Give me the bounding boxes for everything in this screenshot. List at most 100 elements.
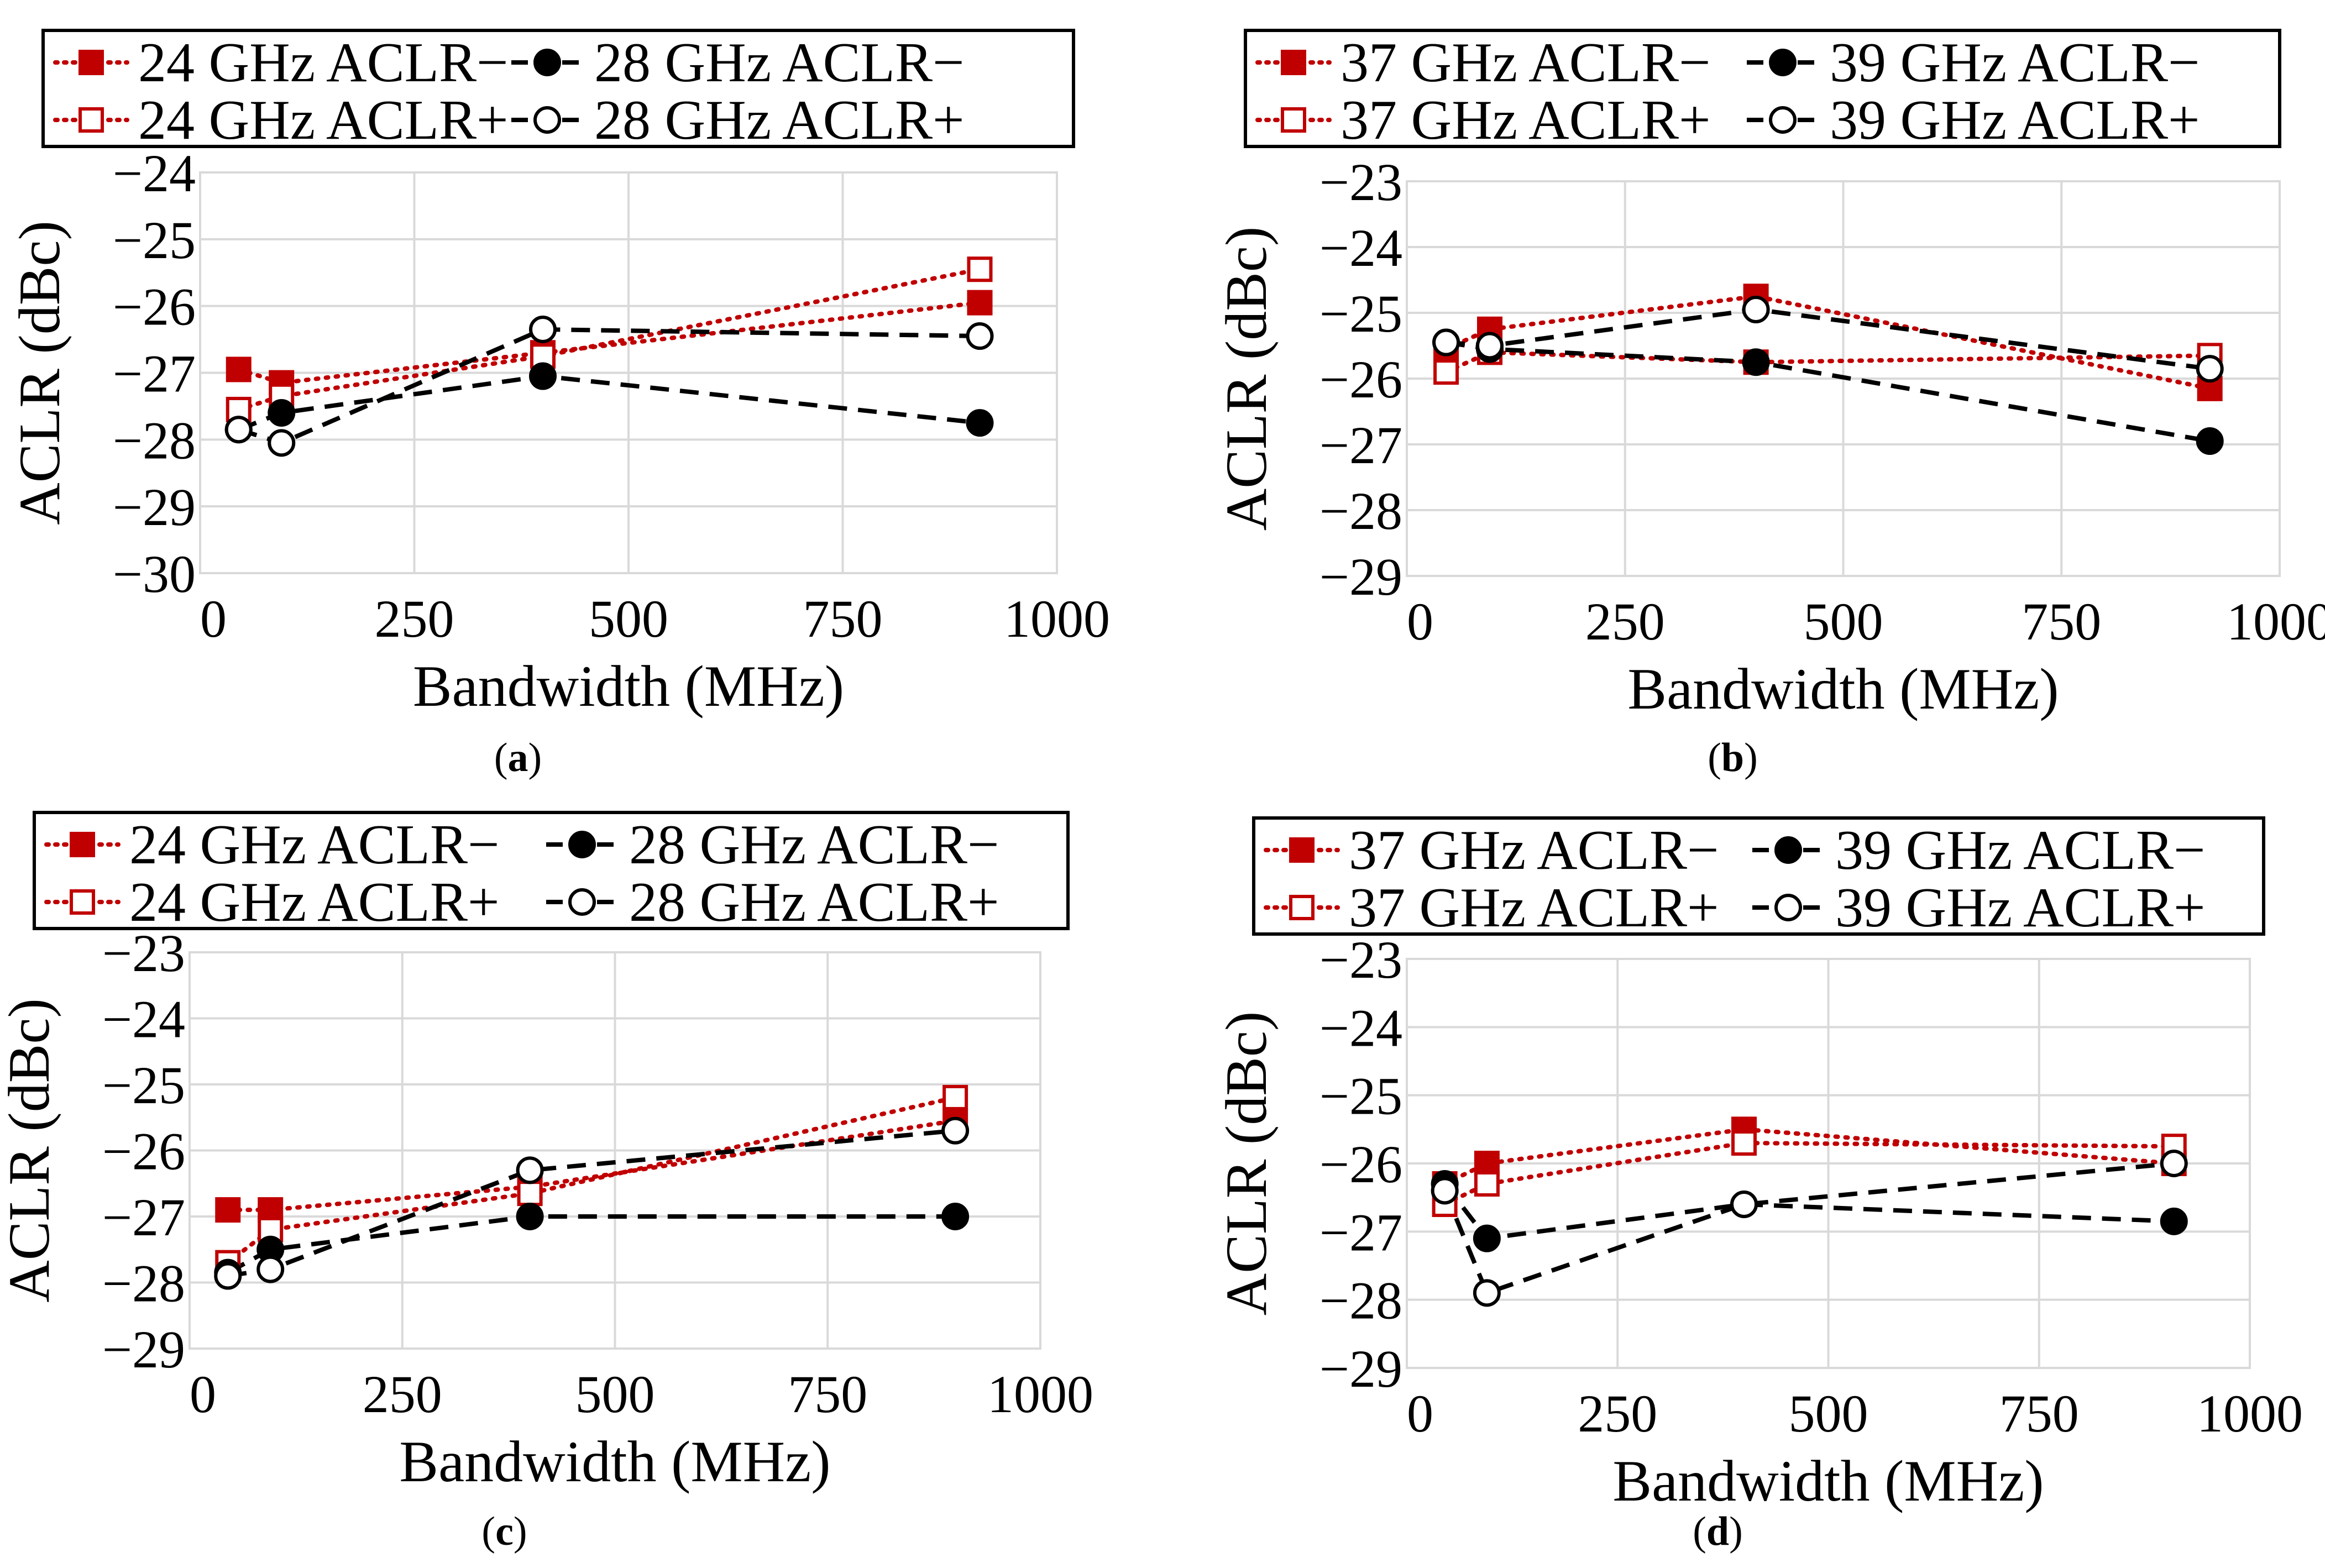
data-point (1474, 1151, 1500, 1176)
series-line-1 (226, 1118, 958, 1213)
data-point (1731, 1130, 1757, 1156)
data-point (2160, 1150, 2188, 1177)
y-tick-label: −25 (1319, 1067, 1402, 1126)
legend-item: 37 GHz ACLR+ (1255, 89, 1711, 151)
legend-item: 24 GHz ACLR− (53, 32, 509, 94)
y-axis-label: ACLR (dBc) (0, 998, 61, 1303)
data-point (214, 1262, 242, 1290)
series-line-3 (227, 1214, 956, 1275)
data-point (226, 356, 252, 382)
legend-label: 28 GHz ACLR+ (629, 871, 999, 934)
y-tick-label: −26 (102, 1122, 185, 1181)
legend-item: 39 GHz ACLR− (1752, 819, 2206, 882)
data-point (2196, 355, 2224, 383)
y-tick-label: −26 (1319, 350, 1402, 409)
legend-label: 37 GHz ACLR− (1340, 32, 1711, 94)
legend-label: 28 GHz ACLR− (594, 32, 965, 94)
legend-item: 28 GHz ACLR− (511, 32, 965, 94)
y-tick-label: −23 (1319, 153, 1402, 212)
panel-caption: (b) (1708, 735, 1757, 780)
data-point (1473, 1224, 1501, 1252)
y-tick-label: −27 (102, 1188, 185, 1247)
legend-item: 37 GHz ACLR− (1255, 32, 1711, 94)
panel-caption: (a) (494, 735, 542, 780)
series-line-4 (227, 1128, 956, 1278)
y-tick-label: −29 (1319, 547, 1402, 606)
legend-label: 39 GHz ACLR+ (1835, 877, 2206, 939)
y-tick-label: −24 (1319, 218, 1402, 277)
legend-box (1252, 816, 2265, 936)
x-tick-label: 500 (575, 1365, 655, 1424)
y-tick-label: −23 (102, 924, 185, 983)
chart-panel-c: 0 250 500 750 1000 −29 −28 −27 −26 −25 −24 −23 Bandw… (0, 811, 1093, 1554)
legend-label: 37 GHz ACLR+ (1340, 89, 1711, 151)
x-tick-label: 750 (803, 589, 883, 648)
legend-item: 37 GHz ACLR+ (1264, 877, 1719, 939)
data-point (966, 322, 994, 350)
x-axis-label: Bandwidth (MHz) (413, 654, 844, 719)
x-axis-label: Bandwidth (MHz) (1612, 1449, 2044, 1513)
legend-item: 28 GHz ACLR− (546, 814, 999, 876)
y-tick-label: −29 (102, 1320, 185, 1379)
legend-marker (1774, 894, 1802, 921)
y-tick-label: −29 (1319, 1339, 1402, 1398)
y-axis-label: ACLR (dBc) (7, 221, 72, 525)
legend-box (33, 811, 1070, 930)
legend-item: 28 GHz ACLR+ (546, 871, 999, 934)
x-tick-label: 500 (1789, 1384, 1868, 1443)
panel-caption: (c) (481, 1509, 527, 1554)
legend-marker (533, 106, 561, 134)
y-tick-label: −30 (113, 544, 196, 604)
data-point (1431, 1177, 1459, 1205)
legend-item: 37 GHz ACLR− (1264, 819, 1719, 882)
data-point (215, 1197, 241, 1223)
legend-label: 24 GHz ACLR− (138, 32, 509, 94)
data-point (268, 399, 296, 427)
y-tick-label: −27 (113, 344, 196, 403)
legend-label: 24 GHz ACLR+ (138, 89, 509, 151)
y-tick-label: −28 (102, 1254, 185, 1313)
data-point (2160, 1207, 2188, 1235)
y-axis-label: ACLR (dBc) (1214, 227, 1279, 531)
data-point (941, 1116, 970, 1145)
x-tick-label: 750 (1999, 1384, 2079, 1443)
y-tick-label: −26 (113, 277, 196, 337)
legend-item: 39 GHz ACLR+ (1747, 89, 2200, 151)
legend-item: 24 GHz ACLR− (44, 814, 500, 876)
x-tick-label: 750 (788, 1365, 867, 1424)
legend-label: 24 GHz ACLR− (129, 814, 500, 876)
data-point (516, 1203, 544, 1230)
x-axis-label: Bandwidth (MHz) (1627, 657, 2059, 721)
legend-item: 24 GHz ACLR+ (53, 89, 509, 151)
legend-label: 28 GHz ACLR− (629, 814, 999, 876)
x-tick-label: 1000 (2227, 592, 2325, 651)
legend-marker (1769, 106, 1797, 134)
data-point (1742, 348, 1770, 376)
y-tick-label: −28 (113, 411, 196, 470)
panel-caption: (d) (1693, 1509, 1742, 1554)
data-point (517, 1181, 543, 1207)
data-point (967, 256, 993, 282)
chart-panel-d: 0 250 500 750 1000 −29 −28 −27 −26 −25 −24 −23 Bandw… (1214, 816, 2303, 1554)
y-tick-label: −24 (113, 144, 196, 203)
series-line-1 (1444, 294, 2212, 391)
x-tick-label: 250 (1578, 1384, 1657, 1443)
y-tick-label: −24 (1319, 998, 1402, 1057)
legend-marker (533, 49, 561, 76)
legend-marker (1774, 836, 1802, 864)
legend-label: 37 GHz ACLR+ (1349, 877, 1719, 939)
data-point (1433, 359, 1459, 385)
x-tick-label: 500 (1804, 592, 1883, 651)
data-point (224, 416, 253, 444)
x-tick-label: 500 (589, 589, 668, 648)
y-tick-label: −27 (1319, 1203, 1402, 1262)
data-point (268, 429, 296, 457)
data-point (2196, 427, 2224, 455)
data-point (1474, 1171, 1500, 1197)
x-tick-label: 250 (363, 1365, 442, 1424)
data-point (256, 1255, 285, 1283)
data-point (967, 290, 993, 316)
y-tick-label: −28 (1319, 481, 1402, 541)
legend-marker (568, 888, 596, 916)
